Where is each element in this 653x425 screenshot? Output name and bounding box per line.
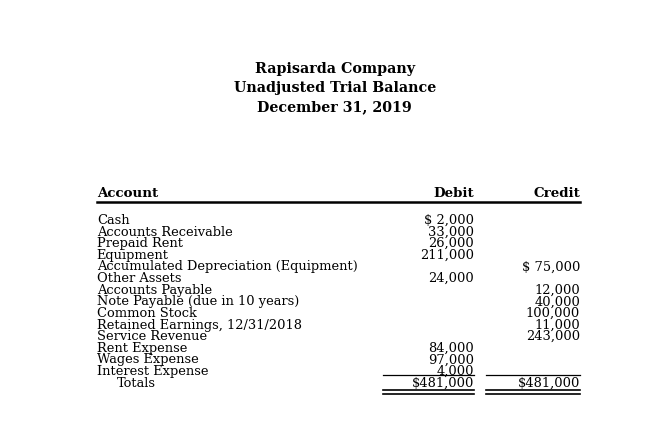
Text: Debit: Debit [433,187,474,200]
Text: $481,000: $481,000 [518,377,580,390]
Text: Cash: Cash [97,214,129,227]
Text: 40,000: 40,000 [534,295,580,308]
Text: 26,000: 26,000 [428,237,474,250]
Text: 211,000: 211,000 [420,249,474,262]
Text: Rent Expense: Rent Expense [97,342,187,355]
Text: Note Payable (due in 10 years): Note Payable (due in 10 years) [97,295,299,308]
Text: 100,000: 100,000 [526,307,580,320]
Text: Accumulated Depreciation (Equipment): Accumulated Depreciation (Equipment) [97,261,358,273]
Text: Prepaid Rent: Prepaid Rent [97,237,183,250]
Text: December 31, 2019: December 31, 2019 [257,100,412,114]
Text: Unadjusted Trial Balance: Unadjusted Trial Balance [234,82,436,96]
Text: Credit: Credit [534,187,580,200]
Text: Accounts Receivable: Accounts Receivable [97,226,232,238]
Text: Accounts Payable: Accounts Payable [97,283,212,297]
Text: 11,000: 11,000 [534,318,580,332]
Text: Retained Earnings, 12/31/2018: Retained Earnings, 12/31/2018 [97,318,302,332]
Text: 97,000: 97,000 [428,353,474,366]
Text: Rapisarda Company: Rapisarda Company [255,62,415,76]
Text: 4,000: 4,000 [436,365,474,378]
Text: Equipment: Equipment [97,249,169,262]
Text: 12,000: 12,000 [534,283,580,297]
Text: Common Stock: Common Stock [97,307,197,320]
Text: 33,000: 33,000 [428,226,474,238]
Text: Wages Expense: Wages Expense [97,353,199,366]
Text: Interest Expense: Interest Expense [97,365,208,378]
Text: $ 2,000: $ 2,000 [424,214,474,227]
Text: Totals: Totals [117,377,156,390]
Text: Other Assets: Other Assets [97,272,182,285]
Text: 84,000: 84,000 [428,342,474,355]
Text: $ 75,000: $ 75,000 [522,261,580,273]
Text: Service Revenue: Service Revenue [97,330,207,343]
Text: Account: Account [97,187,158,200]
Text: 243,000: 243,000 [526,330,580,343]
Text: 24,000: 24,000 [428,272,474,285]
Text: $481,000: $481,000 [411,377,474,390]
